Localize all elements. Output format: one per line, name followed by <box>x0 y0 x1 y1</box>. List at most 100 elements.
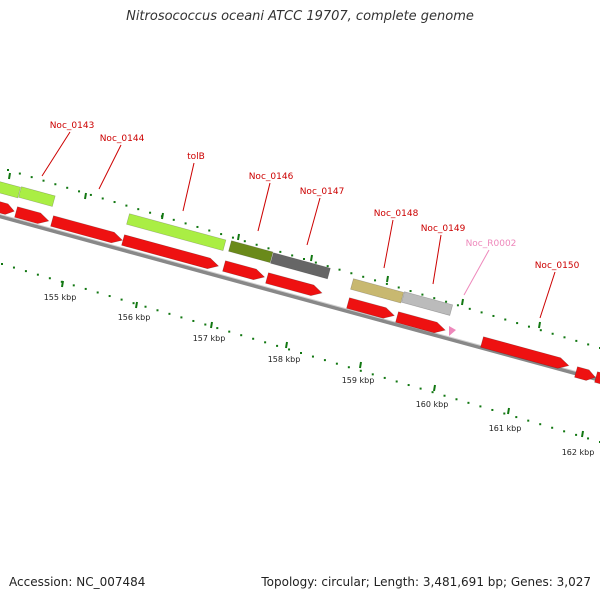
inner-tick-dot <box>467 401 470 404</box>
gene-label[interactable]: Noc_0143 <box>50 121 95 131</box>
inner-tick-dot <box>156 309 159 312</box>
scale-label: 162 kbp <box>562 448 595 457</box>
tick-marks <box>1 169 600 443</box>
outer-tick-dot <box>397 286 400 289</box>
outer-tick-dot <box>492 314 495 317</box>
inner-major-tick <box>210 321 213 329</box>
inner-tick-dot <box>419 387 422 390</box>
gene-arrow-cds <box>574 366 596 381</box>
inner-tick-dot <box>72 284 75 287</box>
gene-label[interactable]: Noc_0149 <box>421 224 466 234</box>
outer-tick-dot <box>7 169 9 171</box>
gene-label[interactable]: tolB <box>187 152 205 162</box>
outer-major-tick <box>310 254 313 262</box>
outer-tick-dot <box>78 190 81 193</box>
label-leader-line <box>182 162 195 212</box>
inner-major-tick <box>433 384 436 392</box>
outer-tick-dot <box>350 272 353 275</box>
inner-tick-dot <box>587 437 590 440</box>
inner-tick-dot <box>383 376 386 379</box>
gene-arrow-cds <box>265 272 323 296</box>
gene-arrow-cds <box>50 215 124 244</box>
outer-tick-dot <box>54 183 57 186</box>
outer-tick-dot <box>113 201 116 204</box>
outer-tick-dot <box>149 211 152 214</box>
inner-tick-dot <box>264 341 267 344</box>
gene-arrow-cds <box>346 297 395 319</box>
outer-tick-dot <box>516 322 519 325</box>
inner-tick-dot <box>96 291 99 294</box>
outer-tick-dot <box>456 304 459 307</box>
outer-tick-dot <box>433 297 436 300</box>
scale-labels: 155 kbp 156 kbp 157 kbp 158 kbp 159 kbp 160 k… <box>44 293 595 457</box>
outer-tick-dot <box>326 265 329 268</box>
outer-tick-dot <box>587 343 590 346</box>
inner-tick-dot <box>132 302 135 305</box>
outer-tick-dot <box>184 222 187 225</box>
inner-tick-dot <box>455 398 458 401</box>
outer-tick-dot <box>291 254 294 257</box>
outer-tick-dot <box>267 247 270 250</box>
outer-major-tick <box>237 233 240 241</box>
inner-tick-dot <box>300 352 302 354</box>
label-leader-line <box>98 144 122 190</box>
gene-arrow-cds <box>480 336 570 369</box>
gene-label[interactable]: Noc_0146 <box>249 172 294 182</box>
inner-tick-dot <box>216 327 219 330</box>
outer-tick-dot <box>243 240 246 243</box>
scale-label: 161 kbp <box>489 424 522 433</box>
outer-tick-dot <box>30 176 33 179</box>
outer-tick-dot <box>42 179 45 182</box>
outer-tick-dot <box>338 268 341 271</box>
gene-label[interactable]: Noc_0150 <box>535 261 580 271</box>
inner-tick-dot <box>1 263 3 265</box>
outer-tick-dot <box>445 300 448 303</box>
scale-label: 157 kbp <box>193 334 226 343</box>
inner-tick-dot <box>563 430 566 433</box>
outer-tick-dot <box>220 233 223 236</box>
rna-arrow <box>449 326 456 336</box>
inner-tick-dot <box>144 305 147 308</box>
gene-arrow-cds <box>121 234 220 270</box>
gene-label[interactable]: Noc_0147 <box>300 187 345 197</box>
outer-tick-dot <box>101 197 104 200</box>
gene-arrow-cds <box>594 371 600 385</box>
outer-major-tick <box>161 212 164 220</box>
outer-major-tick <box>386 275 389 283</box>
inner-tick-dot <box>347 366 350 369</box>
label-leader-line <box>432 234 442 285</box>
inner-tick-dot <box>60 280 63 283</box>
label-leader-line <box>539 271 556 319</box>
inner-tick-dot <box>359 369 362 372</box>
outer-tick-dot <box>551 332 554 335</box>
outer-tick-dot <box>89 193 92 196</box>
outer-tick-dot <box>468 307 471 310</box>
outer-tick-dot <box>231 236 234 239</box>
accession-text: Accession: NC_007484 <box>9 575 146 589</box>
outer-major-tick <box>8 172 11 180</box>
outer-tick-dot <box>255 243 258 246</box>
inner-major-tick <box>285 341 288 349</box>
inner-tick-dot <box>240 334 243 337</box>
inner-tick-dot <box>371 373 374 376</box>
outer-tick-dot <box>563 336 566 339</box>
inner-tick-dot <box>311 355 314 358</box>
scale-label: 158 kbp <box>268 355 301 364</box>
gene-block-olive <box>228 240 274 263</box>
inner-tick-dot <box>228 330 231 333</box>
outer-tick-dot <box>362 275 365 278</box>
gene-label[interactable]: Noc_0144 <box>100 134 145 144</box>
inner-tick-dot <box>395 380 398 383</box>
gene-arrow-cds <box>395 311 446 334</box>
gene-block-gray <box>270 252 331 280</box>
inner-tick-dot <box>36 273 39 276</box>
outer-major-tick <box>84 192 87 200</box>
outer-tick-dot <box>504 318 507 321</box>
gene-label[interactable]: Noc_0148 <box>374 209 419 219</box>
backbone-line <box>0 214 600 382</box>
gene-label[interactable]: Noc_R0002 <box>466 239 517 249</box>
scale-label: 159 kbp <box>342 376 375 385</box>
map-title: Nitrosococcus oceani ATCC 19707, complet… <box>126 9 474 24</box>
inner-tick-dot <box>443 394 446 397</box>
outer-tick-dot <box>374 279 377 282</box>
